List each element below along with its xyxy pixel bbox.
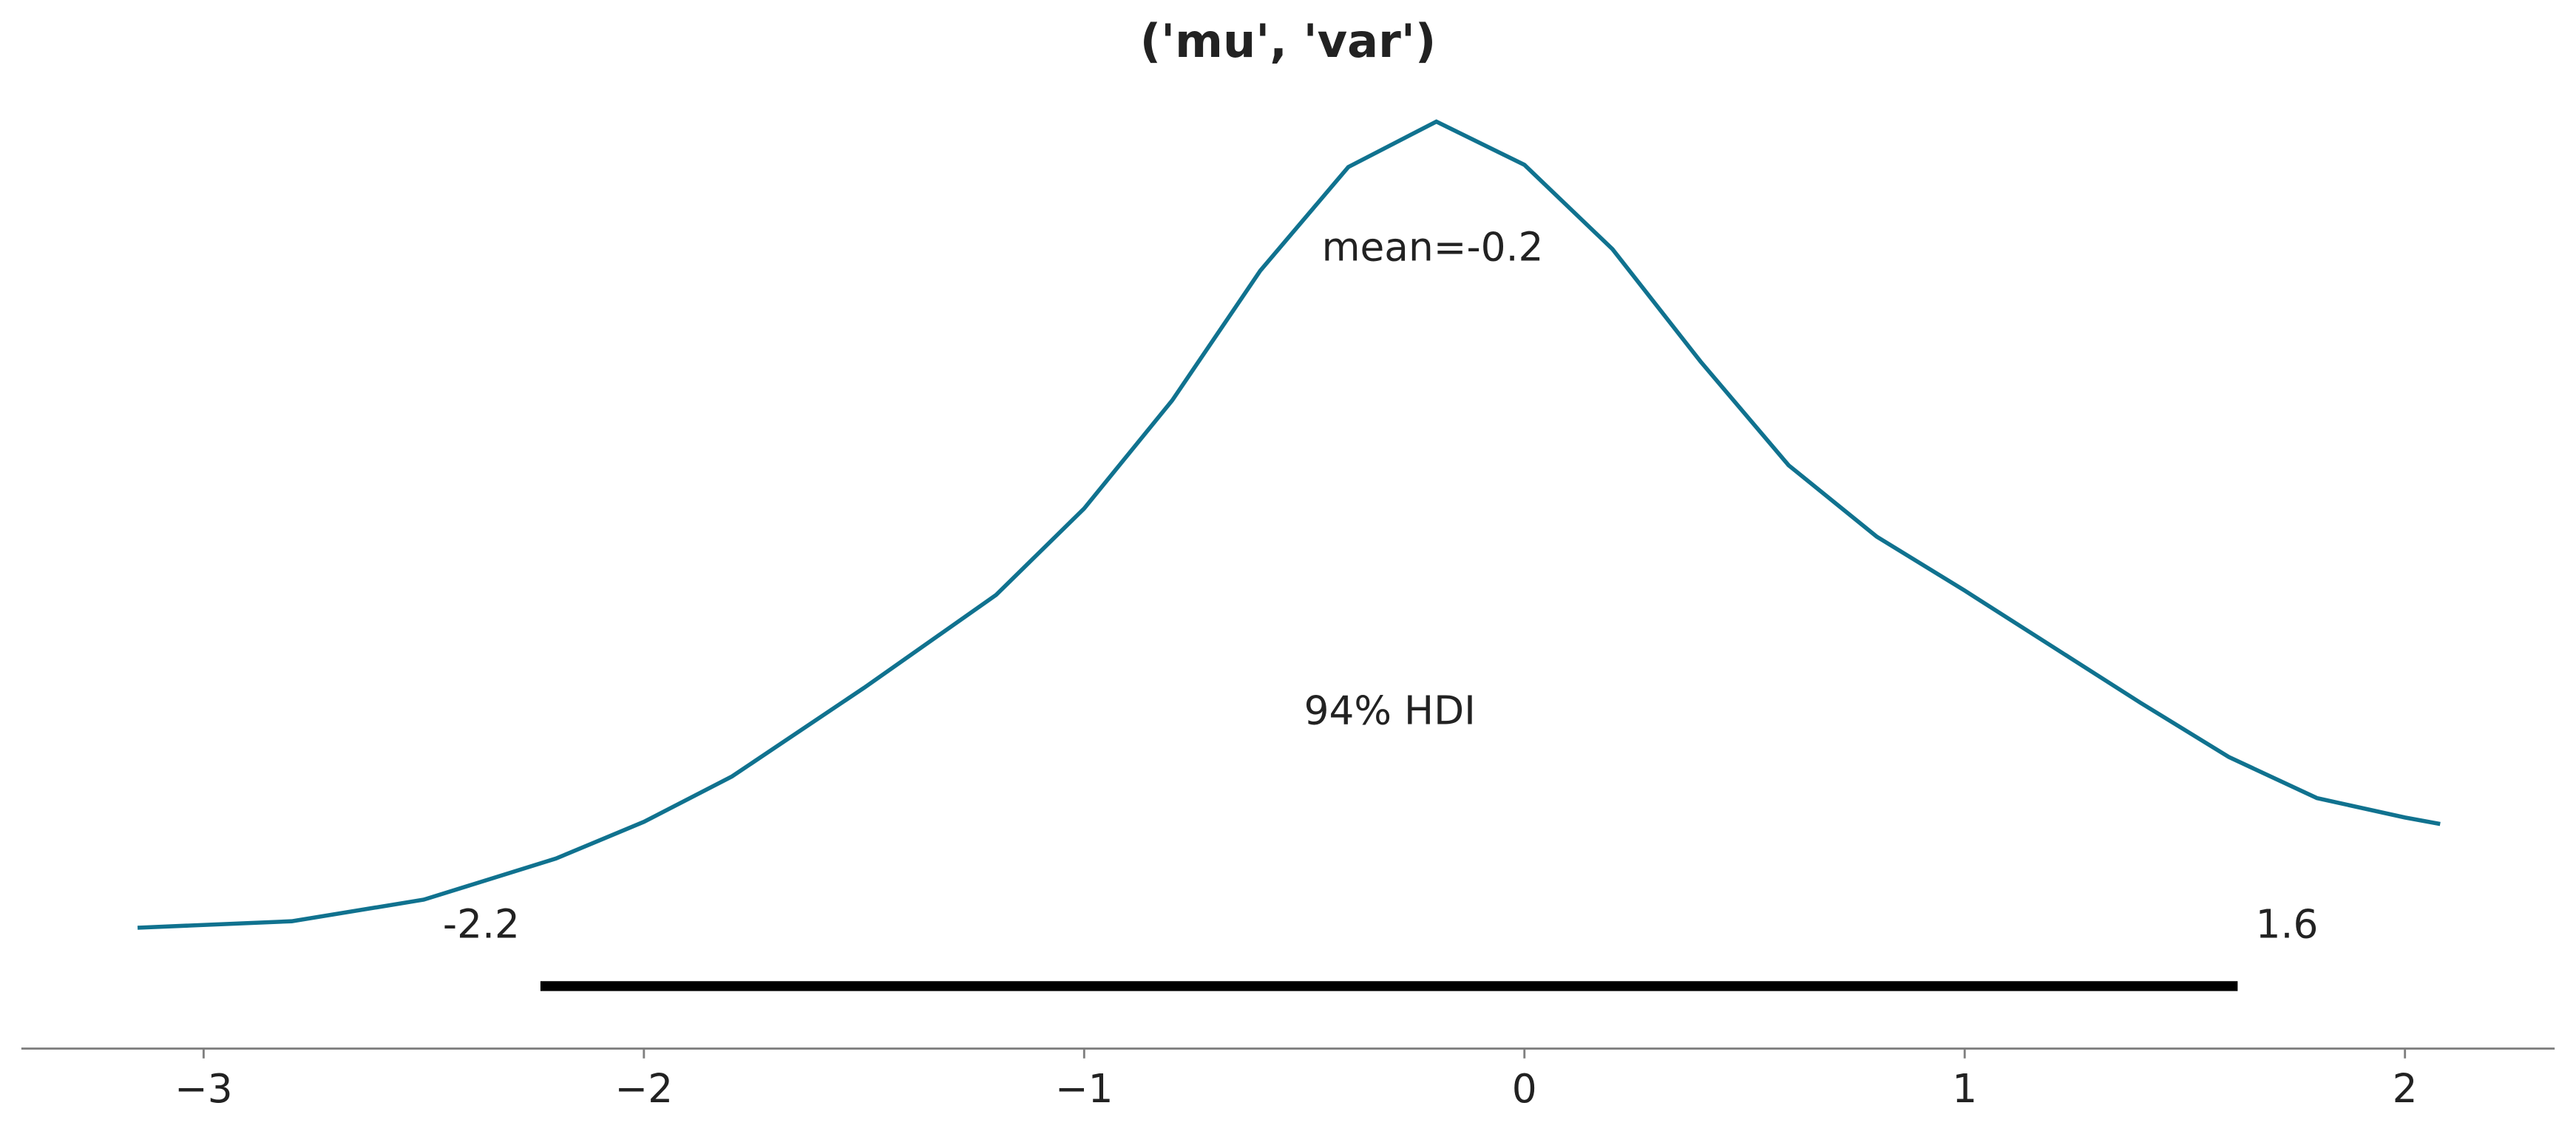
- x-tick-label: −3: [174, 1065, 233, 1112]
- hdi-high-label: 1.6: [2256, 901, 2319, 948]
- x-tick-label: −2: [615, 1065, 674, 1112]
- x-tick-label: 2: [2393, 1065, 2418, 1112]
- x-tick-label: 0: [1512, 1065, 1537, 1112]
- mean-label: mean=-0.2: [1322, 224, 1544, 271]
- x-tick-label: −1: [1055, 1065, 1114, 1112]
- hdi-low-label: -2.2: [443, 901, 520, 948]
- chart-title: ('mu', 'var'): [1140, 14, 1437, 68]
- hdi-label: 94% HDI: [1304, 687, 1476, 733]
- density-line: [137, 119, 2441, 930]
- x-tick-label: 1: [1952, 1065, 1977, 1112]
